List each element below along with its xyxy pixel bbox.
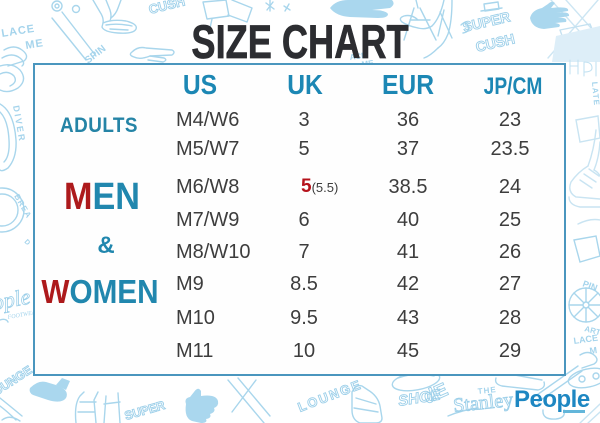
svg-text:ART: ART (583, 324, 600, 337)
svg-text:Stanley: Stanley (452, 389, 514, 417)
svg-text:THE: THE (477, 385, 497, 396)
svg-text:SHOE: SHOE (397, 386, 443, 410)
svg-text:ople: ople (0, 284, 32, 315)
svg-text:M: M (589, 345, 598, 356)
svg-text:LACE: LACE (1, 23, 36, 40)
svg-text:LOUNGE: LOUNGE (296, 377, 365, 415)
svg-text:LACE: LACE (573, 333, 599, 346)
svg-text:LATE: LATE (590, 81, 600, 106)
svg-text:D: D (23, 238, 32, 247)
svg-text:ACE: ACE (349, 51, 368, 62)
svg-text:PIN: PIN (581, 278, 599, 293)
svg-text:SUPER: SUPER (123, 398, 167, 423)
svg-text:OUNGE: OUNGE (0, 363, 35, 399)
svg-text:ME: ME (25, 37, 45, 52)
svg-text:FOOTWEAR: FOOTWEAR (6, 310, 40, 322)
